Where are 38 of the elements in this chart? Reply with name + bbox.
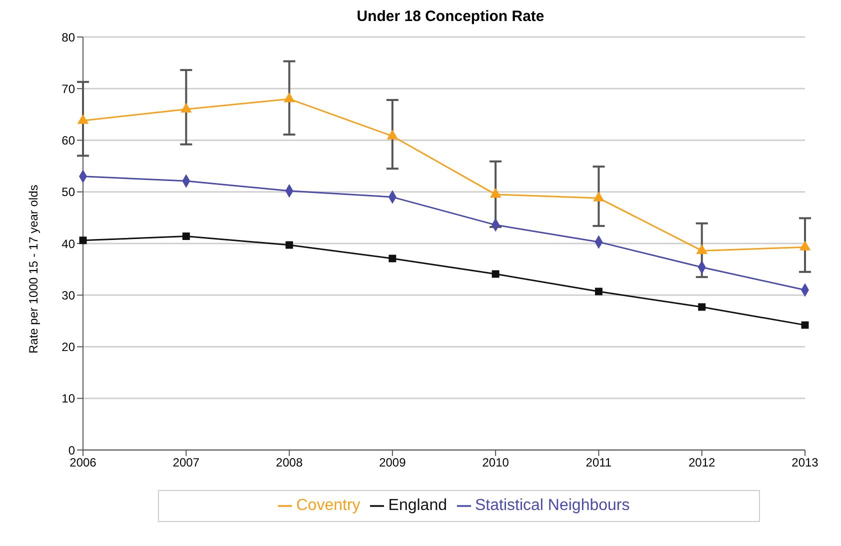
point [594,288,602,296]
point [388,254,396,262]
legend-label: England [388,497,447,514]
y-tick-label: 80 [62,30,76,44]
x-tick-label: 2007 [172,456,200,470]
point [492,270,500,278]
y-tick-label: 50 [62,185,76,200]
x-tick-label: 2010 [482,456,510,470]
x-tick-label: 2012 [688,456,716,470]
y-tick-label: 60 [62,134,76,148]
point [180,103,192,113]
legend-label: Statistical Neighbours [475,497,630,514]
point [490,188,501,198]
point [387,130,398,140]
x-tick-label: 2006 [70,456,97,470]
point [78,114,88,124]
point [182,232,190,240]
x-tick-label: 2008 [276,456,303,470]
y-tick-label: 30 [62,288,76,302]
x-tick-label: 2009 [379,456,406,470]
point [286,241,294,249]
legend-label: Coventry [296,497,360,514]
point [593,192,604,202]
y-tick-label: 70 [62,82,76,96]
y-axis-title: Rate per 1000 15 - 17 year olds [26,184,40,354]
point [696,244,708,254]
point [698,303,706,311]
point [79,236,87,244]
chart-title: Under 18 Conception Rate [356,8,546,25]
y-tick-label: 20 [62,340,76,354]
y-tick-label: 10 [62,392,76,406]
x-tick-label: 2011 [586,456,612,470]
point [800,241,810,250]
point [284,92,295,102]
y-tick-label: 40 [62,236,76,251]
y-tick-label: 0 [68,443,76,458]
point [801,321,809,329]
x-tick-label: 2013 [792,456,819,470]
